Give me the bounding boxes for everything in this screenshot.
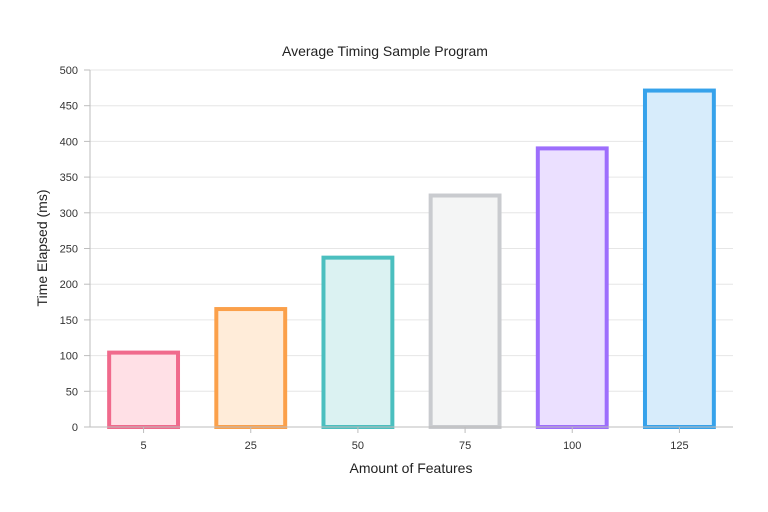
x-tick-label: 50: [352, 440, 364, 452]
x-tick-label: 25: [245, 440, 257, 452]
y-tick-label: 100: [60, 351, 78, 363]
bar-25: [214, 307, 288, 430]
y-tick-label: 500: [60, 65, 78, 77]
x-axis-title: Amount of Features: [350, 460, 473, 476]
y-tick-label: 250: [60, 244, 78, 256]
chart-title: Average Timing Sample Program: [282, 43, 488, 59]
y-tick-label: 450: [60, 101, 78, 113]
x-axis-ticks: 5 25 50 75 100 125: [141, 427, 689, 452]
bar-75: [428, 193, 502, 429]
bar-125: [642, 88, 716, 430]
x-tick-label: 125: [670, 440, 688, 452]
y-axis-ticks: 0 50 100 150 200 250 300 350 400 450 500: [60, 65, 90, 434]
x-tick-label: 5: [141, 440, 147, 452]
x-tick-label: 100: [563, 440, 581, 452]
y-tick-label: 300: [60, 208, 78, 220]
bar-5: [107, 350, 181, 429]
y-tick-label: 350: [60, 172, 78, 184]
y-tick-label: 200: [60, 279, 78, 291]
y-tick-label: 400: [60, 136, 78, 148]
x-tick-label: 75: [459, 440, 471, 452]
gridlines: [90, 69, 733, 392]
y-tick-label: 50: [66, 386, 78, 398]
bar-100: [535, 146, 609, 429]
y-axis-title: Time Elapsed (ms): [34, 190, 50, 307]
y-tick-label: 0: [72, 422, 78, 434]
y-tick-label: 150: [60, 315, 78, 327]
bar-50: [321, 255, 395, 430]
